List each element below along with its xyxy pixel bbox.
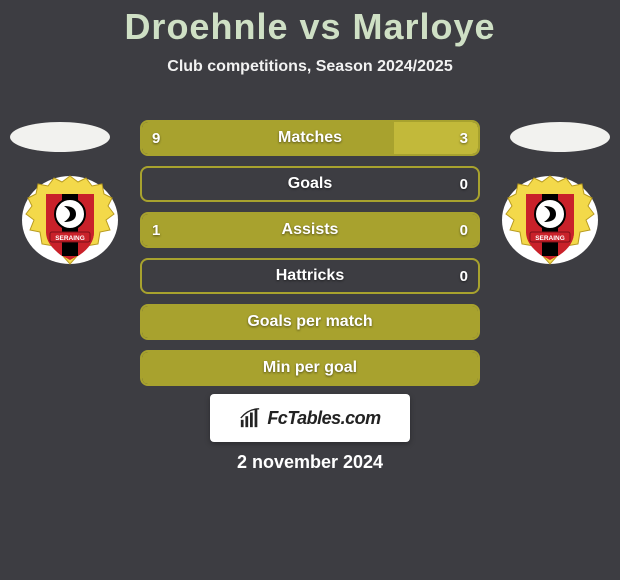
- stats-comparison: Matches93Goals0Assists10Hattricks0Goals …: [140, 120, 480, 396]
- club-badge-right: SERAING: [500, 170, 600, 270]
- player-photo-right: [510, 122, 610, 152]
- bar-label: Min per goal: [142, 359, 478, 377]
- stat-bar: Assists1 0: [140, 212, 480, 248]
- bar-label: Matches: [142, 129, 478, 147]
- club-badge-left: SERAING: [20, 170, 120, 270]
- club-name-text: SERAING: [535, 235, 565, 242]
- bar-label: Goals per match: [142, 313, 478, 331]
- stat-bar: Goals0: [140, 166, 480, 202]
- shield-icon: SERAING: [500, 170, 600, 270]
- bar-value-right: 0: [460, 260, 468, 292]
- player-photo-left: [10, 122, 110, 152]
- brand-badge[interactable]: FcTables.com: [210, 394, 410, 442]
- shield-icon: SERAING: [20, 170, 120, 270]
- brand-text: FcTables.com: [267, 408, 380, 429]
- stat-bar: Matches9 3: [140, 120, 480, 156]
- bar-value-right: 0: [460, 214, 468, 246]
- bar-value-left: 9: [152, 122, 160, 154]
- footer-date: 2 november 2024: [0, 452, 620, 473]
- bar-value-right: 3: [460, 122, 468, 154]
- bar-value-left: 1: [152, 214, 160, 246]
- stat-bar: Goals per match: [140, 304, 480, 340]
- bar-value-right: 0: [460, 168, 468, 200]
- stat-bar: Min per goal: [140, 350, 480, 386]
- club-name-text: SERAING: [55, 235, 85, 242]
- stat-bar: Hattricks0: [140, 258, 480, 294]
- bar-label: Hattricks: [142, 267, 478, 285]
- chart-icon: [239, 407, 261, 429]
- bar-label: Goals: [142, 175, 478, 193]
- page-title: Droehnle vs Marloye: [0, 0, 620, 48]
- page-subtitle: Club competitions, Season 2024/2025: [0, 58, 620, 76]
- bar-label: Assists: [142, 221, 478, 239]
